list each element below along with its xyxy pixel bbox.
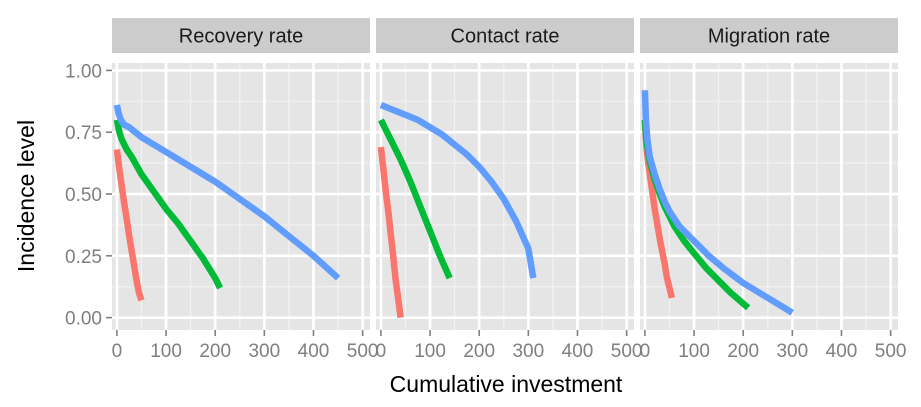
x-axis-title: Cumulative investment xyxy=(390,371,623,397)
series-line xyxy=(379,101,537,279)
series-line xyxy=(113,149,145,302)
x-tick-label: 500 xyxy=(611,341,643,362)
x-tick-label: 200 xyxy=(463,341,495,362)
facet-panel: Recovery rate 0 100 200 300 400 500 0.00 0.25 0.5… xyxy=(65,18,378,362)
facet-title: Migration rate xyxy=(708,26,830,48)
facet-title: Recovery rate xyxy=(179,26,304,48)
x-tick-label: 400 xyxy=(562,341,594,362)
facet-strip xyxy=(640,18,898,53)
x-tick-label: 400 xyxy=(826,341,858,362)
x-tick-label: 100 xyxy=(150,341,182,362)
y-tick-label: 1.00 xyxy=(65,61,102,82)
facet-strip xyxy=(112,18,370,53)
series-line xyxy=(641,90,794,316)
x-tick-label: 100 xyxy=(414,341,446,362)
panel-background xyxy=(640,63,898,330)
y-tick-label: 0.75 xyxy=(65,123,102,144)
facet-title: Contact rate xyxy=(451,26,560,48)
series-line xyxy=(377,146,404,319)
x-tick-label: 100 xyxy=(678,341,710,362)
x-tick-label: 0 xyxy=(640,341,651,362)
y-tick-label: 0.25 xyxy=(65,247,102,268)
x-tick-label: 300 xyxy=(248,341,280,362)
x-tick-label: 300 xyxy=(776,341,808,362)
facet-strip xyxy=(376,18,634,53)
x-tick-label: 200 xyxy=(199,341,231,362)
facet-panel: Migration rate 0 100 200 300 400 500 xyxy=(640,18,907,362)
x-tick-label: 200 xyxy=(727,341,759,362)
x-tick-label: 500 xyxy=(875,341,907,362)
x-tick-label: 500 xyxy=(347,341,379,362)
y-axis-title: Incidence level xyxy=(13,120,39,272)
series-line xyxy=(113,104,341,281)
y-tick-label: 0.00 xyxy=(65,309,102,330)
y-tick-label: 0.50 xyxy=(65,185,102,206)
x-tick-label: 300 xyxy=(512,341,544,362)
series-line xyxy=(113,119,224,290)
series-line xyxy=(377,118,453,280)
x-tick-label: 400 xyxy=(298,341,330,362)
x-tick-label: 0 xyxy=(112,341,123,362)
facet-panels: Recovery rate 0 100 200 300 400 500 0.00 0.25 0.5… xyxy=(65,18,906,362)
facet-panel: Contact rate 0 100 200 300 400 500 xyxy=(376,18,643,362)
x-tick-label: 0 xyxy=(376,341,387,362)
